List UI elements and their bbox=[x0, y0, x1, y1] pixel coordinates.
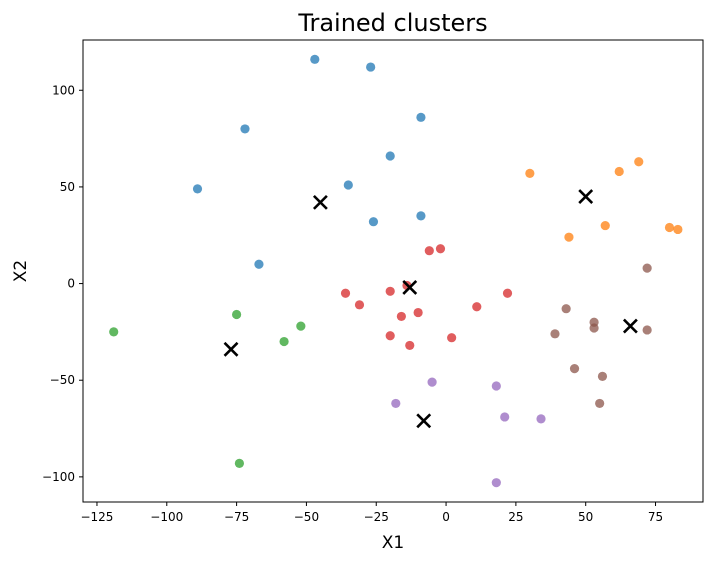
cluster-4-point bbox=[354, 300, 365, 310]
y-tick-label: −100 bbox=[42, 470, 75, 484]
x-tick-label: 50 bbox=[578, 510, 593, 524]
y-axis-ticks: −100 −50 0 50 100 bbox=[42, 83, 83, 484]
cluster-6-point bbox=[642, 325, 652, 335]
cluster-4-point bbox=[435, 244, 446, 254]
cluster-4-point bbox=[385, 286, 395, 296]
cluster-5-point bbox=[536, 414, 546, 424]
cluster-3-point bbox=[232, 309, 242, 320]
x-tick-label: 0 bbox=[442, 510, 450, 524]
chart-title: Trained clusters bbox=[297, 9, 487, 37]
cluster-2-point bbox=[600, 220, 610, 231]
centroid-marker bbox=[416, 413, 432, 429]
cluster-6-point bbox=[595, 398, 605, 409]
cluster-4-point bbox=[405, 340, 415, 351]
cluster-4-point bbox=[447, 333, 457, 343]
data-points bbox=[109, 54, 683, 488]
centroid-marker bbox=[312, 194, 328, 210]
cluster-4-point bbox=[413, 307, 423, 318]
cluster-2-point bbox=[634, 157, 644, 167]
cluster-1-point bbox=[240, 124, 250, 134]
x-tick-label: 25 bbox=[508, 510, 523, 524]
x-tick-label: −25 bbox=[364, 510, 389, 524]
cluster-5-point bbox=[391, 398, 401, 409]
cluster-5-point bbox=[491, 478, 501, 488]
cluster-5-point bbox=[427, 377, 437, 387]
cluster-2-point bbox=[664, 222, 675, 233]
cluster-1-point bbox=[416, 211, 426, 221]
y-axis-title: X2 bbox=[11, 260, 31, 282]
x-tick-label: −100 bbox=[150, 510, 183, 524]
x-tick-label: −125 bbox=[80, 510, 113, 524]
centroid-marker bbox=[223, 341, 239, 357]
cluster-2-point bbox=[614, 166, 624, 177]
cluster-1-point bbox=[366, 62, 376, 72]
cluster-1-point bbox=[310, 54, 320, 64]
cluster-6-point bbox=[642, 263, 652, 273]
cluster-3-point bbox=[109, 327, 119, 337]
centroid-marker bbox=[622, 318, 638, 334]
cluster-1-point bbox=[192, 184, 203, 194]
plot-area-frame bbox=[82, 39, 704, 503]
cluster-4-point bbox=[424, 246, 434, 256]
cluster-6-point bbox=[569, 364, 580, 374]
centroid-marker bbox=[402, 280, 418, 295]
cluster-4-point bbox=[502, 288, 513, 298]
cluster-6-point bbox=[561, 304, 571, 314]
cluster-4-point bbox=[385, 331, 395, 341]
centroid-markers bbox=[223, 189, 638, 429]
centroid-marker bbox=[578, 189, 594, 204]
cluster-4-point bbox=[396, 311, 406, 322]
cluster-2-point bbox=[673, 224, 683, 235]
cluster-1-point bbox=[368, 217, 379, 227]
x-tick-label: −50 bbox=[294, 510, 319, 524]
cluster-1-point bbox=[343, 180, 353, 190]
cluster-1-point bbox=[416, 112, 426, 122]
cluster-3-point bbox=[296, 321, 306, 331]
cluster-3-point bbox=[234, 458, 244, 468]
cluster-6-point bbox=[597, 371, 608, 381]
cluster-5-point bbox=[500, 412, 510, 422]
y-tick-label: 100 bbox=[52, 83, 75, 97]
cluster-1-point bbox=[385, 151, 395, 161]
y-tick-label: 50 bbox=[60, 180, 75, 194]
x-tick-label: 75 bbox=[648, 510, 663, 524]
cluster-3-point bbox=[279, 336, 289, 347]
x-axis-ticks: −125 −100 −75 −50 −25 0 25 50 75 bbox=[80, 502, 663, 524]
cluster-2-point bbox=[525, 168, 535, 178]
cluster-4-point bbox=[340, 288, 351, 298]
cluster-6-point bbox=[550, 329, 560, 339]
y-tick-label: −50 bbox=[50, 373, 75, 387]
cluster-5-point bbox=[491, 381, 501, 391]
cluster-1-point bbox=[254, 259, 264, 269]
x-tick-label: −75 bbox=[224, 510, 249, 524]
x-axis-title: X1 bbox=[382, 533, 404, 553]
cluster-2-point bbox=[564, 232, 574, 242]
cluster-4-point bbox=[472, 302, 482, 312]
y-tick-label: 0 bbox=[67, 277, 75, 291]
cluster-6-point bbox=[589, 323, 599, 333]
